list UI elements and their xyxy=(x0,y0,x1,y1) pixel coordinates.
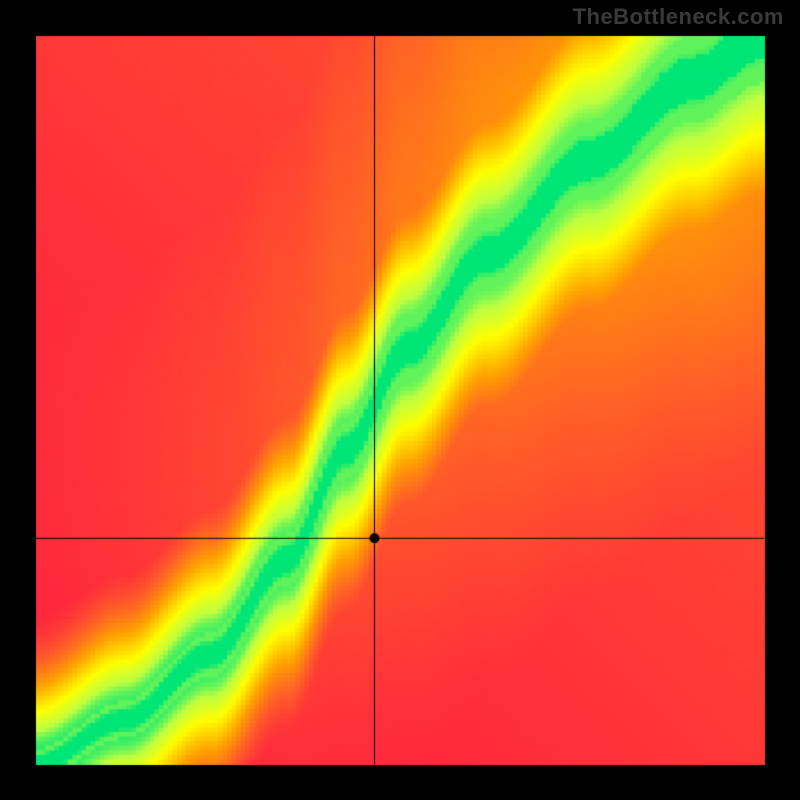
bottleneck-heatmap xyxy=(0,0,800,800)
chart-container: TheBottleneck.com xyxy=(0,0,800,800)
watermark-text: TheBottleneck.com xyxy=(573,4,784,30)
